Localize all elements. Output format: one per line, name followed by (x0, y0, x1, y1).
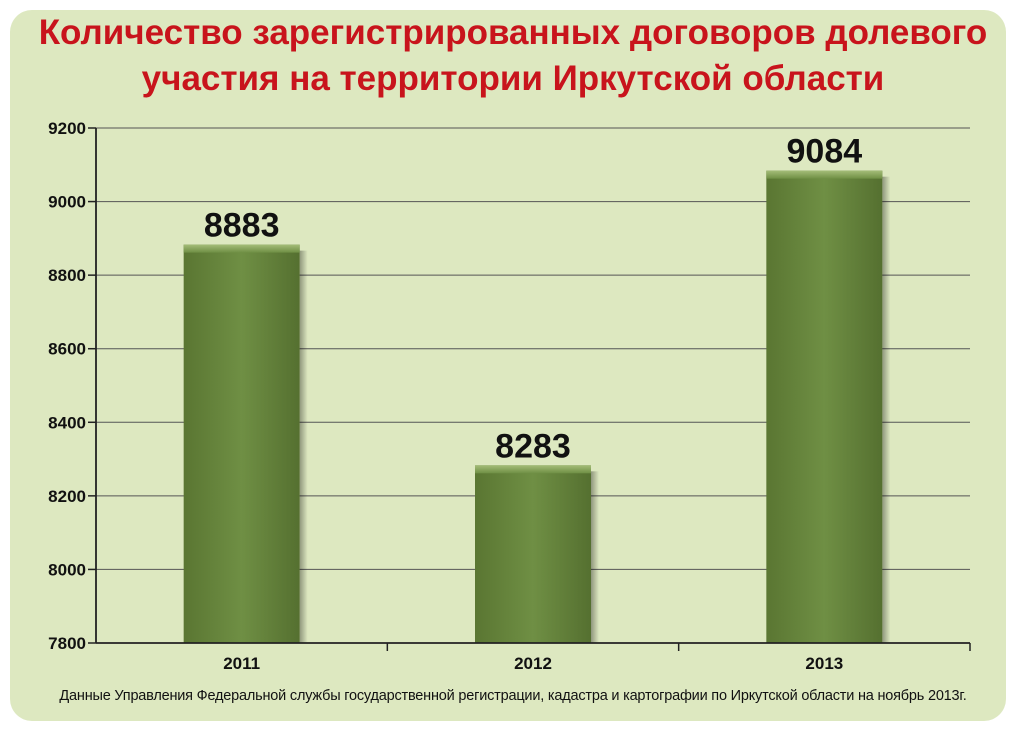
y-tick-label: 8800 (48, 266, 86, 285)
x-tick-label: 2013 (805, 654, 843, 673)
bars (183, 170, 891, 643)
bar-2011 (183, 244, 300, 643)
bar-shadow (591, 471, 599, 643)
y-tick-label: 7800 (48, 634, 86, 653)
y-tick-label: 9000 (48, 193, 86, 212)
y-tick-label: 8200 (48, 487, 86, 506)
bar-cap (183, 244, 300, 253)
source-note: Данные Управления Федеральной службы гос… (59, 688, 967, 704)
bar-2013 (766, 170, 883, 643)
axes (88, 127, 971, 651)
bar-cap (475, 465, 591, 474)
y-tick-label: 8600 (48, 340, 86, 359)
data-label: 8883 (204, 207, 280, 245)
data-label: 9084 (787, 133, 863, 171)
x-tick-label: 2012 (514, 654, 552, 673)
x-tick-labels: 2011 2012 2013 (223, 654, 843, 673)
y-tick-label: 9200 (48, 119, 86, 138)
y-tick-label: 8400 (48, 413, 86, 432)
data-label: 8283 (495, 427, 571, 465)
x-tick-label: 2011 (223, 654, 260, 673)
bar-shadow (882, 176, 891, 643)
y-tick-label: 8000 (48, 560, 86, 579)
bar-2012 (475, 465, 591, 643)
bar-cap (766, 170, 883, 179)
bar-shadow (299, 250, 308, 643)
chart-title: Количество зарегистрированных договоров … (38, 13, 988, 98)
y-tick-labels: 7800 8000 8200 8400 8600 8800 9000 9200 (48, 119, 86, 653)
data-labels: 8883 8283 9084 (204, 133, 862, 466)
